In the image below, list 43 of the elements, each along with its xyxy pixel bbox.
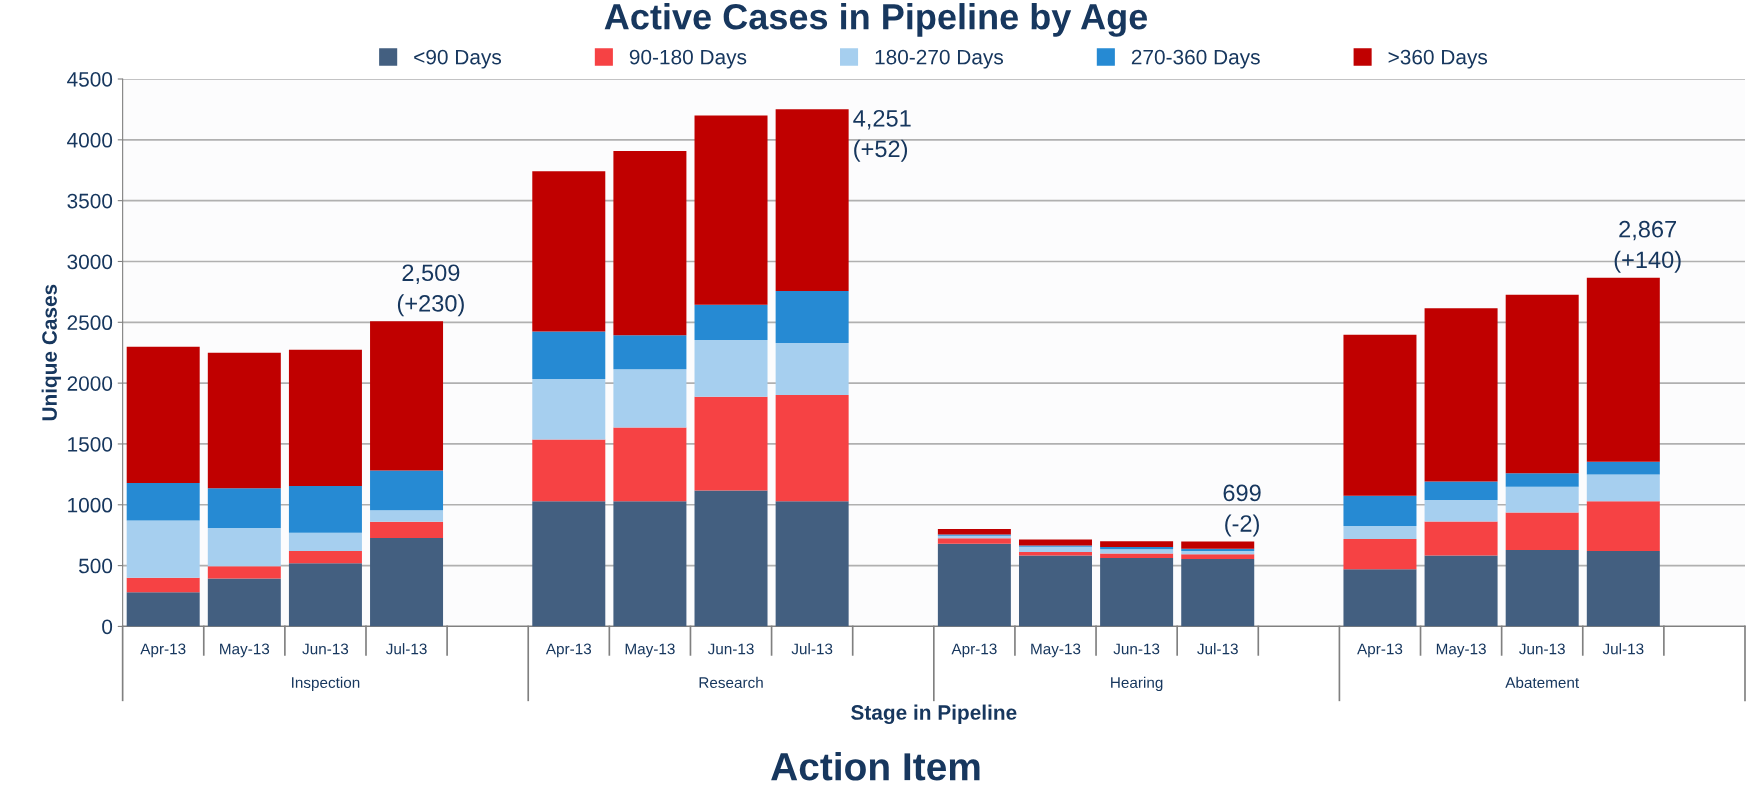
x-tick-label: Jul-13: [791, 643, 833, 655]
total-label: 2,867 (+140): [1614, 220, 1681, 273]
y-tick-label: 2000: [67, 376, 113, 391]
legend-label: <90 Days: [414, 49, 502, 69]
y-tick-label: 0: [102, 619, 113, 635]
y-tick-label: 500: [79, 558, 113, 574]
x-tick-label: May-13: [220, 643, 270, 658]
x-tick-label: Jul-13: [1197, 643, 1238, 655]
y-tick-label: 1500: [68, 436, 113, 452]
x-tick-label: Jul-13: [1602, 643, 1644, 655]
x-tick-label: Jun-13: [707, 643, 754, 655]
x-tick-label: Jun-13: [1113, 643, 1160, 655]
x-tick-label: Apr-13: [545, 643, 592, 658]
text: Inspection: [292, 676, 360, 692]
x-tick-label: May-13: [1436, 643, 1486, 658]
x-tick-label: Apr-13: [140, 643, 186, 658]
legend-label: 270-360 Days: [1131, 49, 1260, 69]
x-tick-label: Apr-13: [1357, 643, 1403, 658]
legend-label: >360 Days: [1388, 49, 1488, 69]
x-tick-label: Jun-13: [302, 643, 349, 655]
x-tick-label: Jul-13: [385, 643, 427, 655]
y-tick-label: 1000: [68, 497, 113, 513]
text: Abatement: [1505, 676, 1580, 689]
y-axis-title: Unique Cases: [41, 284, 62, 421]
legend-label: 90-180 Days: [629, 49, 747, 69]
total-label: 699 (-2): [1223, 484, 1261, 537]
text: Research: [699, 676, 763, 689]
x-axis-title: Stage in Pipeline: [851, 704, 1017, 725]
y-tick-label: 3500: [67, 193, 113, 209]
x-tick-label: Apr-13: [951, 643, 997, 658]
text: Hearing: [1111, 676, 1163, 692]
x-tick-label: May-13: [625, 643, 675, 658]
text: Action Item: [771, 751, 980, 781]
y-tick-label: 2500: [67, 315, 113, 331]
total-label: 2,509 (+230): [397, 264, 464, 317]
legend-label: 180-270 Days: [875, 49, 1004, 69]
total-label: 4,251 (+52): [853, 109, 911, 162]
y-tick-label: 4000: [67, 132, 113, 148]
x-tick-label: Jun-13: [1519, 643, 1565, 655]
chart-title: Active Cases in Pipeline by Age: [604, 3, 1148, 37]
x-tick-label: May-13: [1031, 643, 1081, 658]
y-tick-label: 3000: [67, 254, 113, 270]
y-tick-label: 4500: [67, 72, 113, 87]
